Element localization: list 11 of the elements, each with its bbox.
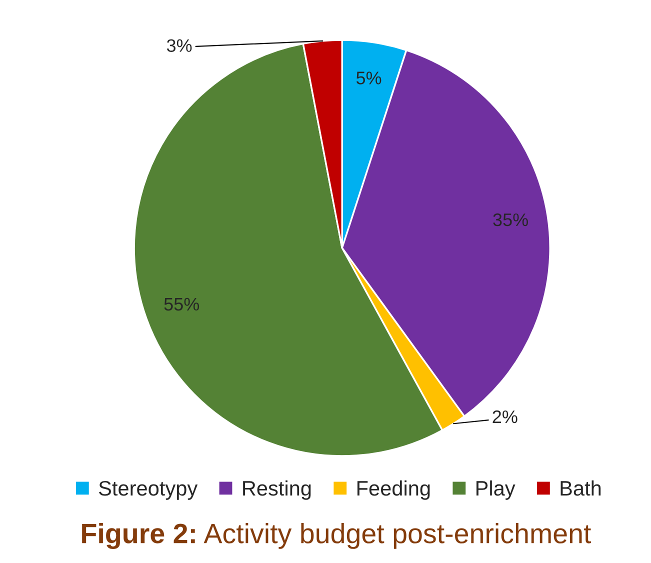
text: Figure 2: Activity budget post-enrichment xyxy=(82,522,592,549)
legend-label: Feeding xyxy=(357,480,430,500)
legend-label: Play xyxy=(476,480,516,500)
data-label: 2% xyxy=(492,410,518,424)
data-label: 5% xyxy=(356,72,382,84)
data-label: 35% xyxy=(493,213,528,226)
legend-label: Stereotypy xyxy=(98,480,198,500)
data-label: 3% xyxy=(166,39,192,52)
data-label: 55% xyxy=(164,298,200,311)
legend-label: Resting xyxy=(243,480,311,500)
legend-label: Bath xyxy=(560,480,601,496)
